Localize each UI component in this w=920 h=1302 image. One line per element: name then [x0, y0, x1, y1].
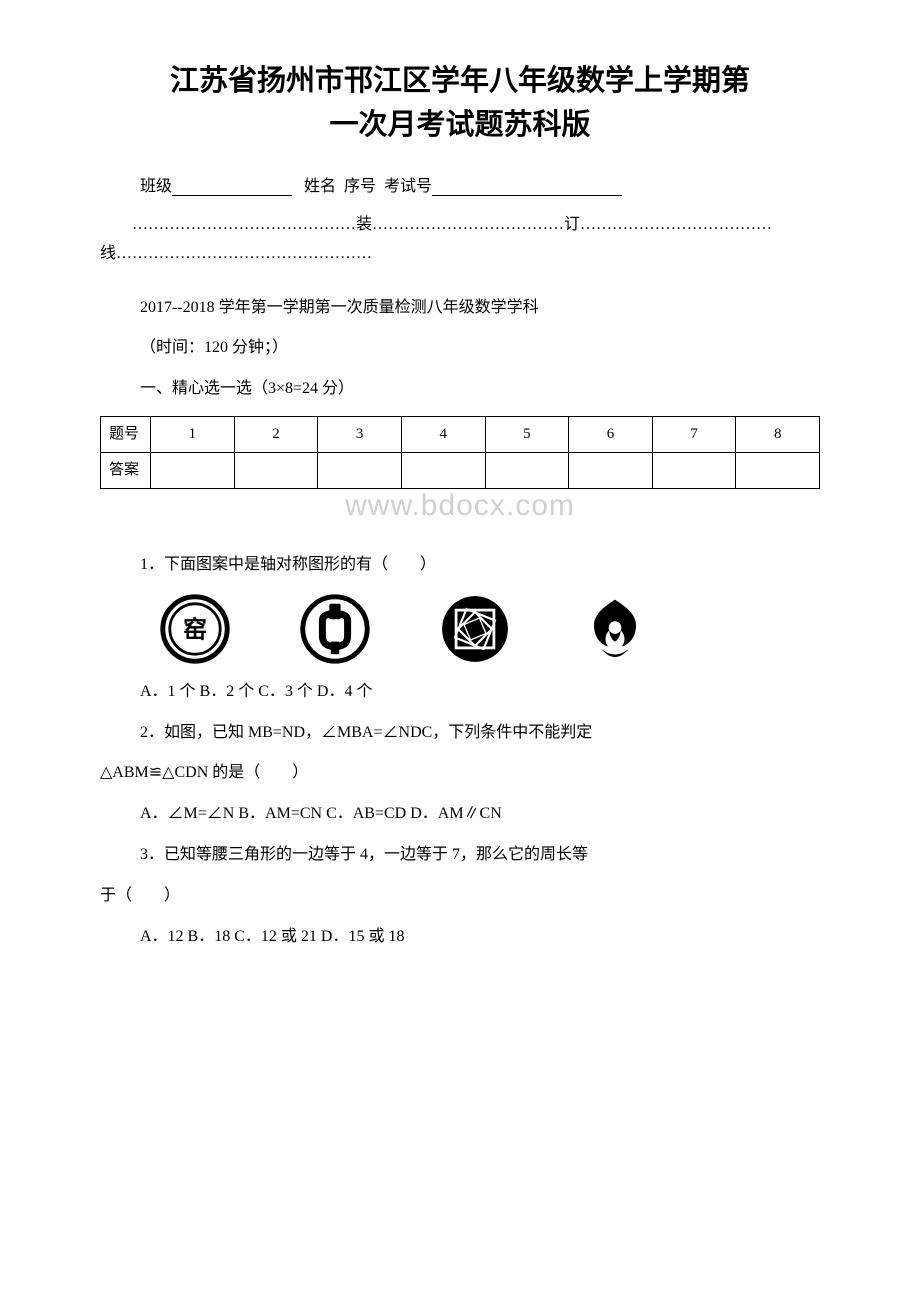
answer-cell [401, 452, 485, 488]
question-2: 2．如图，已知 MB=ND，∠MBA=∠NDC，下列条件中不能判定 [140, 719, 820, 748]
icon-4 [580, 594, 650, 664]
answer-table: 题号 1 2 3 4 5 6 7 8 答案 www.bdocx.com [100, 416, 820, 523]
col-header: 5 [485, 416, 569, 452]
section1-title: 一、精心选一选（3×8=24 分） [140, 375, 820, 404]
svg-text:窑: 窑 [183, 615, 207, 643]
icon-3 [440, 594, 510, 664]
time-info: （时间：120 分钟；） [140, 334, 820, 363]
answer-cell [485, 452, 569, 488]
answer-cell [736, 452, 820, 488]
title-line-2: 一次月考试题苏科版 [100, 104, 820, 148]
name-label: 姓名 [304, 178, 336, 195]
col-header: 2 [234, 416, 318, 452]
seq-label: 序号 [344, 178, 376, 195]
document-title: 江苏省扬州市邗江区学年八年级数学上学期第 一次月考试题苏科版 [100, 60, 820, 147]
question-2-cont: △ABM≌△CDN 的是（ ） [100, 759, 820, 788]
q2-options: A．∠M=∠N B．AM=CN C．AB=CD D．AM∥CN [140, 800, 820, 829]
table-header-row: 题号 1 2 3 4 5 6 7 8 [101, 416, 820, 452]
col-header: 8 [736, 416, 820, 452]
icon-2 [300, 594, 370, 664]
col-header: 1 [151, 416, 235, 452]
icon-1: 窑 [160, 594, 230, 664]
answer-cell [151, 452, 235, 488]
class-blank [172, 178, 292, 196]
class-label: 班级 [140, 178, 172, 195]
title-line-1: 江苏省扬州市邗江区学年八年级数学上学期第 [100, 60, 820, 104]
exam-header: 2017--2018 学年第一学期第一次质量检测八年级数学学科 [140, 294, 820, 323]
student-info-line: 班级 姓名 序号 考试号 [140, 172, 820, 196]
symmetry-icons-row: 窑 [160, 594, 780, 664]
watermark-text: www.bdocx.com [101, 488, 820, 523]
question-3: 3．已知等腰三角形的一边等于 4，一边等于 7，那么它的周长等 [140, 841, 820, 870]
col-header: 3 [318, 416, 402, 452]
question-1: 1．下面图案中是轴对称图形的有（ ） [140, 551, 820, 580]
col-header: 4 [401, 416, 485, 452]
exam-no-label: 考试号 [384, 178, 432, 195]
col-header: 7 [652, 416, 736, 452]
fold-line: ……………………………………装………………………………订………………………………… [100, 211, 820, 269]
answer-cell [318, 452, 402, 488]
exam-no-blank [432, 178, 622, 196]
row-label-answer: 答案 [101, 452, 151, 488]
answer-cell [234, 452, 318, 488]
answer-cell [569, 452, 653, 488]
watermark-row: www.bdocx.com [101, 488, 820, 523]
q3-options: A．12 B．18 C．12 或 21 D．15 或 18 [140, 923, 820, 952]
table-answer-row: 答案 [101, 452, 820, 488]
q1-options: A．1 个 B．2 个 C．3 个 D．4 个 [140, 678, 820, 707]
row-label-question: 题号 [101, 416, 151, 452]
col-header: 6 [569, 416, 653, 452]
question-3-cont: 于（ ） [100, 882, 820, 911]
answer-cell [652, 452, 736, 488]
